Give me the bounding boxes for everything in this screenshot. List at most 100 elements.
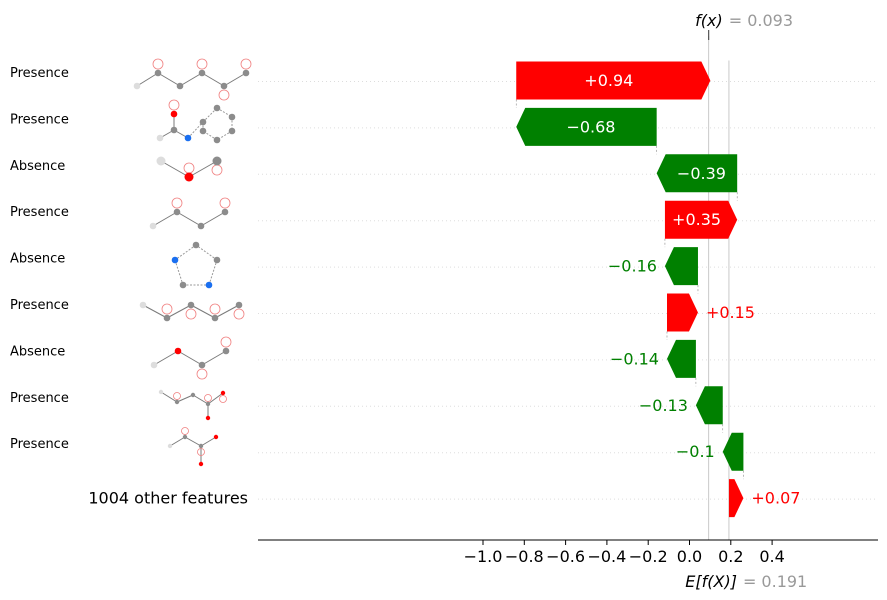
bar-value-label-4: +0.35: [672, 210, 721, 229]
bond: [174, 244, 197, 261]
molecule-6: [139, 301, 245, 322]
implicit-h-marker: [173, 392, 181, 400]
bond: [179, 72, 203, 87]
atom: [221, 208, 229, 216]
implicit-h-marker: [168, 99, 180, 111]
molecule-8: [158, 389, 227, 421]
atom: [156, 134, 164, 142]
bars-layer: +0.94 −0.68 −0.39 +0.35 −0.16 +0.15 −0.14 −0.13…: [516, 61, 800, 518]
bond: [187, 121, 204, 139]
atom: [235, 301, 243, 309]
bond: [190, 304, 216, 319]
feature-labels: Presence Presence Absence Presence Absence Pr…: [10, 66, 248, 508]
implicit-h-marker: [181, 427, 189, 435]
atom: [158, 389, 164, 395]
implicit-h-marker: [185, 308, 197, 320]
atom: [182, 434, 188, 440]
atom: [139, 301, 147, 309]
atom: [184, 172, 194, 182]
feature-label-6: Presence: [10, 298, 69, 313]
molecule-7: [150, 336, 232, 380]
atom: [228, 127, 236, 135]
row-gridlines: [258, 81, 878, 500]
bar-9: [722, 432, 744, 471]
bond: [169, 436, 186, 447]
atom: [213, 256, 221, 264]
bond: [177, 350, 203, 366]
bar-value-label-10: +0.07: [751, 489, 800, 508]
bond: [160, 391, 178, 403]
atom: [212, 156, 222, 166]
bond: [201, 350, 227, 366]
atom: [154, 69, 162, 77]
atom: [198, 69, 206, 77]
bar-8: [695, 386, 723, 425]
atom: [170, 110, 178, 118]
atom: [198, 443, 204, 449]
atom: [150, 361, 158, 369]
atom: [167, 443, 173, 449]
bond: [208, 259, 218, 286]
bond: [223, 72, 247, 87]
bond: [176, 211, 202, 227]
implicit-h-marker: [204, 394, 212, 402]
bond: [200, 211, 226, 227]
implicit-h-marker: [196, 58, 208, 70]
atom: [170, 126, 178, 134]
atom: [205, 415, 211, 421]
atom: [228, 113, 236, 121]
bar-7: [666, 339, 696, 378]
implicit-h-marker: [152, 58, 164, 70]
atom: [176, 82, 184, 90]
implicit-h-marker: [219, 395, 227, 403]
bar-1: [516, 61, 711, 100]
feature-label-8: Presence: [10, 391, 69, 406]
feature-label-2: Presence: [10, 112, 69, 127]
implicit-h-marker: [161, 303, 173, 315]
implicit-h-marker: [211, 164, 223, 176]
atom: [199, 118, 207, 126]
atom: [220, 82, 228, 90]
molecule-3: [156, 156, 223, 182]
atom: [205, 281, 213, 289]
atom: [192, 241, 200, 249]
bar-value-label-7: −0.14: [610, 349, 659, 368]
bar-value-label-6: +0.15: [706, 303, 755, 322]
x-tick-label: −0.8: [505, 547, 544, 566]
atom: [149, 222, 157, 230]
molecule-4: [149, 197, 231, 230]
feature-label-9: Presence: [10, 437, 69, 452]
implicit-h-marker: [240, 58, 252, 70]
molecule-2: [156, 99, 236, 144]
atom: [163, 314, 171, 322]
implicit-h-marker: [220, 336, 232, 348]
bond: [184, 436, 202, 447]
bond: [214, 304, 240, 319]
bond: [142, 304, 168, 319]
bond: [157, 72, 181, 87]
atom: [173, 208, 181, 216]
implicit-h-marker: [209, 303, 221, 315]
ex-value: = 0.191: [743, 572, 807, 591]
implicit-h-marker: [171, 197, 183, 209]
atom: [213, 104, 221, 112]
bar-value-label-5: −0.16: [608, 257, 657, 276]
molecule-5: [171, 241, 221, 289]
feature-label-7: Absence: [10, 344, 65, 359]
bar-4: [664, 200, 738, 239]
feature-label-4: Presence: [10, 205, 69, 220]
atom: [179, 281, 187, 289]
bond: [192, 394, 209, 405]
bar-value-label-9: −0.1: [676, 442, 715, 461]
bond: [201, 72, 225, 87]
implicit-h-marker: [196, 368, 208, 380]
atom: [211, 314, 219, 322]
x-tick-label: −0.6: [546, 547, 585, 566]
feature-label-3: Absence: [10, 159, 65, 174]
bond: [174, 259, 184, 286]
atom: [133, 82, 141, 90]
bond: [200, 436, 217, 447]
fx-label: f(x): [695, 11, 723, 30]
atom: [171, 256, 179, 264]
bar-5: [664, 247, 698, 286]
